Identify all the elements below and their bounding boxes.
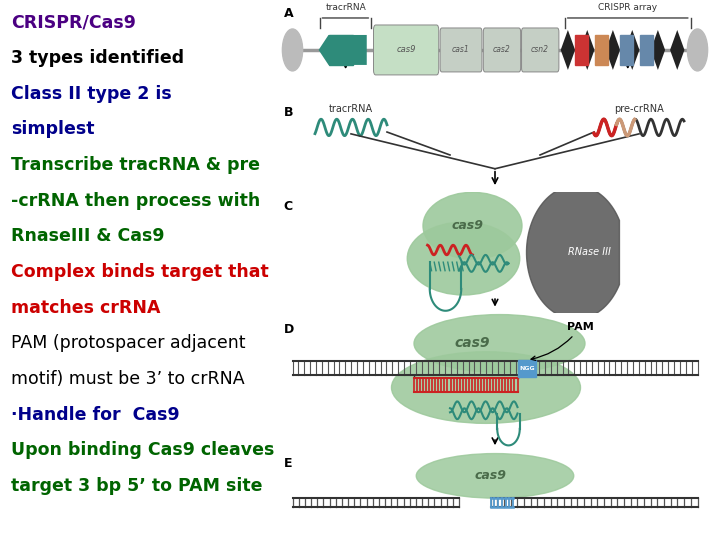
Text: CRISPR/Cas9: CRISPR/Cas9 (11, 14, 135, 31)
Text: PAM (protospacer adjacent: PAM (protospacer adjacent (11, 334, 246, 352)
Text: target 3 bp 5’ to PAM site: target 3 bp 5’ to PAM site (11, 477, 262, 495)
Text: simplest: simplest (11, 120, 94, 138)
Bar (640, 35, 652, 65)
Text: motif) must be 3’ to crRNA: motif) must be 3’ to crRNA (11, 370, 244, 388)
FancyBboxPatch shape (440, 28, 482, 72)
Polygon shape (606, 30, 620, 70)
Polygon shape (561, 30, 575, 70)
Text: C: C (284, 200, 292, 213)
Ellipse shape (282, 29, 302, 71)
Text: cas9: cas9 (455, 336, 490, 350)
Text: Complex binds target that: Complex binds target that (11, 263, 269, 281)
FancyBboxPatch shape (483, 28, 521, 72)
Text: E: E (284, 457, 292, 470)
FancyArrow shape (319, 35, 366, 65)
Bar (620, 35, 633, 65)
Text: cas9: cas9 (396, 45, 415, 55)
Polygon shape (670, 30, 685, 70)
Text: tracrRNA: tracrRNA (329, 104, 373, 113)
Text: ·Handle for  Cas9: ·Handle for Cas9 (11, 406, 179, 423)
Polygon shape (526, 186, 619, 319)
Polygon shape (580, 30, 595, 70)
Ellipse shape (688, 29, 708, 71)
FancyBboxPatch shape (521, 28, 559, 72)
Text: NGG: NGG (519, 366, 535, 371)
Bar (595, 35, 608, 65)
Text: PAM: PAM (531, 322, 594, 361)
Text: pre-crRNA: pre-crRNA (614, 104, 664, 113)
Polygon shape (625, 30, 639, 70)
Text: cas9: cas9 (474, 469, 506, 482)
Text: B: B (284, 106, 293, 119)
Text: cas1: cas1 (452, 45, 469, 55)
Text: csn2: csn2 (531, 45, 549, 55)
Text: Class II type 2 is: Class II type 2 is (11, 85, 171, 103)
Ellipse shape (414, 315, 585, 373)
Text: matches crRNA: matches crRNA (11, 299, 161, 316)
Ellipse shape (416, 454, 574, 498)
Ellipse shape (408, 222, 520, 295)
Bar (328, 35, 354, 65)
Text: cas9: cas9 (452, 219, 484, 232)
Bar (518, 360, 536, 376)
Text: Upon binding Cas9 cleaves: Upon binding Cas9 cleaves (11, 441, 274, 459)
Text: RNase III: RNase III (568, 247, 611, 258)
Polygon shape (651, 30, 665, 70)
Text: 3 types identified: 3 types identified (11, 49, 184, 67)
Text: tracrRNA: tracrRNA (325, 3, 366, 12)
Ellipse shape (423, 192, 522, 259)
Text: A: A (284, 7, 293, 20)
Text: -crRNA then process with: -crRNA then process with (11, 192, 260, 210)
Text: Transcribe tracRNA & pre: Transcribe tracRNA & pre (11, 156, 260, 174)
Text: CRISPR array: CRISPR array (598, 3, 657, 12)
Bar (575, 35, 588, 65)
Ellipse shape (392, 352, 580, 423)
FancyBboxPatch shape (374, 25, 438, 75)
Text: D: D (284, 323, 294, 336)
Text: RnaseIII & Cas9: RnaseIII & Cas9 (11, 227, 164, 245)
Text: cas2: cas2 (493, 45, 510, 55)
